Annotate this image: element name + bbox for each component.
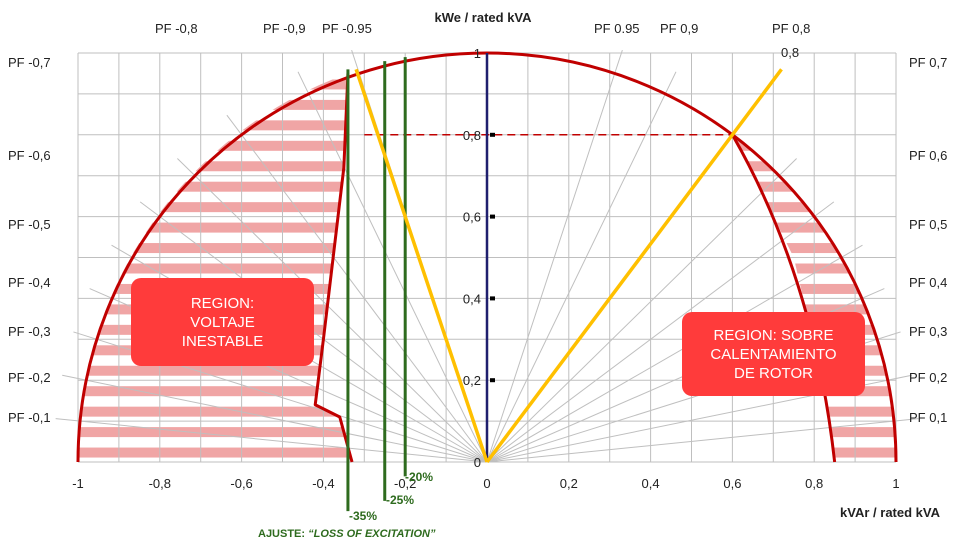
pf-label-left: PF -0,4 bbox=[8, 275, 51, 290]
excitation-label: -20% bbox=[405, 470, 433, 484]
hatch-stripe bbox=[78, 406, 353, 417]
labels: -1 -0,8 -0,6 -0,4 -0,2 0 0,2 0,4 0,6 0,8 1 0 0,2 0,4 0… bbox=[8, 10, 947, 523]
region-right-line-1: REGION: SOBRE bbox=[713, 326, 834, 344]
x-tick-label: 0,2 bbox=[560, 476, 578, 491]
pf-label-left: PF -0,2 bbox=[8, 370, 51, 385]
excitation-label: -25% bbox=[386, 493, 414, 507]
pf-label-top: PF -0.95 bbox=[322, 21, 372, 36]
pf-label-right: PF 0,4 bbox=[909, 275, 947, 290]
pf-label-left: PF -0,6 bbox=[8, 148, 51, 163]
x-tick-label: -1 bbox=[72, 476, 84, 491]
pf-line bbox=[297, 71, 488, 463]
rotor-heating-curve bbox=[731, 134, 837, 463]
pf-label-top: PF -0,9 bbox=[263, 21, 306, 36]
pf-label-right: PF 0,2 bbox=[909, 370, 947, 385]
region-rotor-overheating: REGION: SOBRE CALENTAMIENTO DE ROTOR bbox=[682, 312, 865, 396]
pf-line bbox=[177, 158, 488, 463]
pf-label-top: PF 0.95 bbox=[594, 21, 640, 36]
x-tick-label: -0,2 bbox=[394, 476, 416, 491]
pf-line bbox=[486, 418, 919, 463]
pf-line bbox=[486, 71, 677, 463]
x-tick-label: 0,6 bbox=[723, 476, 741, 491]
x-axis-title: kVAr / rated kVA bbox=[840, 505, 941, 520]
hatch-stripe bbox=[78, 386, 353, 397]
hatch-stripe bbox=[78, 161, 353, 172]
pf-label-left: PF -0,5 bbox=[8, 217, 51, 232]
pf-label-top: PF -0,8 bbox=[155, 21, 198, 36]
pf-label-top: PF 0,8 bbox=[772, 21, 810, 36]
hatch-stripe bbox=[78, 447, 353, 458]
y-tick-mark bbox=[490, 132, 495, 137]
x-tick-label: 1 bbox=[892, 476, 899, 491]
pf-label-right: PF 0,3 bbox=[909, 324, 947, 339]
hatch-stripe bbox=[78, 243, 353, 254]
hatch-stripe bbox=[78, 365, 353, 376]
pf-label-right: PF 0,6 bbox=[909, 148, 947, 163]
pf-label-right: PF 0,5 bbox=[909, 217, 947, 232]
y-tick-mark bbox=[490, 214, 495, 219]
hatch-stripe bbox=[78, 202, 353, 213]
pf-line bbox=[486, 158, 797, 463]
pf-line bbox=[62, 374, 488, 463]
y-tick-label: 0,8 bbox=[463, 128, 481, 143]
y-tick-label: 0,2 bbox=[463, 373, 481, 388]
x-tick-label: -0,4 bbox=[312, 476, 334, 491]
x-tick-label: -0,6 bbox=[230, 476, 252, 491]
x-tick-label: 0,8 bbox=[805, 476, 823, 491]
pf-label-right: PF 0,7 bbox=[909, 55, 947, 70]
pf-label-top: PF 0,9 bbox=[660, 21, 698, 36]
pf-label-left: PF -0,3 bbox=[8, 324, 51, 339]
ajuste-value: “LOSS OF EXCITATION” bbox=[308, 528, 436, 540]
pf-line bbox=[486, 49, 623, 463]
marks bbox=[346, 53, 783, 512]
hatch-stripe bbox=[78, 222, 353, 233]
x-tick-label: 0 bbox=[483, 476, 490, 491]
pf08-line-label: 0,8 bbox=[781, 45, 799, 60]
stability-limit-curve bbox=[313, 73, 354, 463]
region-unstable-voltage: REGION: VOLTAJE INESTABLE bbox=[131, 278, 314, 366]
y-axis-title: kWe / rated kVA bbox=[434, 10, 532, 25]
y-tick-mark bbox=[490, 296, 495, 301]
ajuste-label: AJUSTE: bbox=[258, 528, 309, 540]
excitation-setting-note: AJUSTE: “LOSS OF EXCITATION” bbox=[258, 528, 435, 540]
pf-line bbox=[486, 244, 863, 463]
pf-label-left: PF -0,1 bbox=[8, 410, 51, 425]
pf08-line bbox=[485, 68, 783, 464]
region-left-line-1: REGION: bbox=[190, 294, 255, 312]
region-right-line-2: CALENTAMIENTO bbox=[710, 345, 837, 363]
pf-line bbox=[226, 114, 488, 463]
y-tick-label: 0,6 bbox=[463, 210, 481, 225]
pf-label-left: PF -0,7 bbox=[8, 55, 51, 70]
pf-line bbox=[486, 201, 835, 463]
region-left-line-3: INESTABLE bbox=[181, 332, 264, 350]
region-right-line-3: DE ROTOR bbox=[734, 364, 813, 382]
pf08-line bbox=[354, 68, 489, 463]
y-tick-mark bbox=[490, 378, 495, 383]
pf-line bbox=[55, 418, 488, 463]
hatch-stripe bbox=[78, 427, 353, 438]
x-tick-label: 0,4 bbox=[642, 476, 660, 491]
pf-label-right: PF 0,1 bbox=[909, 410, 947, 425]
x-tick-label: -0,8 bbox=[149, 476, 171, 491]
y-tick-label: 1 bbox=[474, 46, 481, 61]
y-tick-label: 0 bbox=[474, 455, 481, 470]
y-tick-label: 0,4 bbox=[463, 291, 481, 306]
hatch-stripe bbox=[78, 181, 353, 192]
hatch-stripe bbox=[78, 263, 353, 274]
region-left-line-2: VOLTAJE bbox=[190, 313, 255, 331]
excitation-label: -35% bbox=[349, 509, 377, 523]
